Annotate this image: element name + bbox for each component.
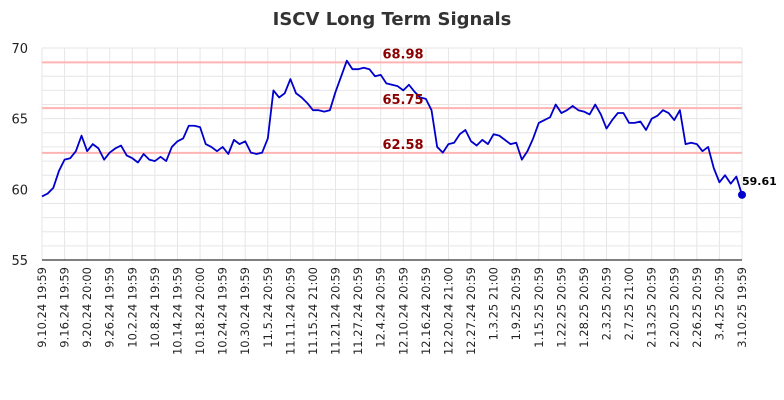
x-tick-label: 2.26.25 20:59 bbox=[690, 267, 704, 348]
x-tick-label: 11.21.24 20:59 bbox=[329, 267, 343, 355]
grid bbox=[41, 47, 743, 261]
x-tick-label: 3.10.25 19:59 bbox=[735, 267, 749, 348]
signal-label: 62.58 bbox=[382, 138, 423, 153]
y-tick-label: 65 bbox=[11, 113, 28, 128]
x-tick-label: 1.28.25 20:59 bbox=[577, 267, 591, 348]
x-tick-label: 12.16.24 20:59 bbox=[419, 267, 433, 355]
x-tick-label: 11.15.24 21:00 bbox=[306, 267, 320, 355]
x-tick-label: 11.5.24 20:59 bbox=[261, 267, 275, 348]
y-tick-label: 55 bbox=[11, 254, 28, 269]
x-tick-label: 1.15.25 20:59 bbox=[532, 267, 546, 348]
x-tick-label: 10.24.24 19:59 bbox=[216, 267, 230, 355]
x-tick-label: 10.2.24 19:59 bbox=[125, 267, 139, 348]
x-tick-label: 2.3.25 20:59 bbox=[600, 267, 614, 340]
signal-label: 68.98 bbox=[382, 47, 423, 62]
signal-lines bbox=[42, 61, 742, 154]
x-tick-label: 9.16.24 19:59 bbox=[58, 267, 72, 348]
x-tick-label: 2.20.25 20:59 bbox=[667, 267, 681, 348]
x-tick-label: 12.10.24 20:59 bbox=[396, 267, 410, 355]
last-value-label: 59.61 bbox=[742, 175, 777, 188]
signal-label: 65.75 bbox=[382, 93, 423, 108]
series-line bbox=[41, 59, 743, 198]
x-tick-label: 10.14.24 19:59 bbox=[170, 267, 184, 355]
x-tick-label: 10.30.24 19:59 bbox=[238, 267, 252, 355]
x-tick-label: 12.27.24 20:59 bbox=[464, 267, 478, 355]
x-tick-label: 2.13.25 20:59 bbox=[645, 267, 659, 348]
x-tick-label: 12.20.24 21:00 bbox=[441, 267, 455, 355]
x-tick-label: 9.26.24 19:59 bbox=[103, 267, 117, 348]
y-tick-label: 70 bbox=[11, 42, 28, 57]
labels: 55 60 65 70 9.10.24 19:59 9.16.24 19:59 9.20.2… bbox=[11, 42, 776, 355]
x-tick-label: 1.22.25 20:59 bbox=[554, 267, 568, 348]
series bbox=[41, 59, 746, 199]
x-tick-label: 10.18.24 20:00 bbox=[193, 267, 207, 355]
x-tick-label: 9.20.24 20:00 bbox=[80, 267, 94, 348]
chart-title: ISCV Long Term Signals bbox=[273, 9, 512, 30]
x-tick-label: 3.4.25 20:59 bbox=[712, 267, 726, 340]
x-tick-label: 10.8.24 19:59 bbox=[148, 267, 162, 348]
x-tick-label: 1.3.25 21:00 bbox=[487, 267, 501, 340]
x-tick-label: 11.27.24 20:59 bbox=[351, 267, 365, 355]
x-tick-label: 12.4.24 20:59 bbox=[374, 267, 388, 348]
y-tick-label: 60 bbox=[11, 183, 28, 198]
x-tick-label: 11.11.24 20:59 bbox=[283, 267, 297, 355]
x-tick-label: 9.10.24 19:59 bbox=[35, 267, 49, 348]
last-point-marker bbox=[738, 190, 746, 199]
x-tick-label: 1.9.25 20:59 bbox=[509, 267, 523, 340]
x-tick-label: 2.7.25 21:00 bbox=[622, 267, 636, 340]
